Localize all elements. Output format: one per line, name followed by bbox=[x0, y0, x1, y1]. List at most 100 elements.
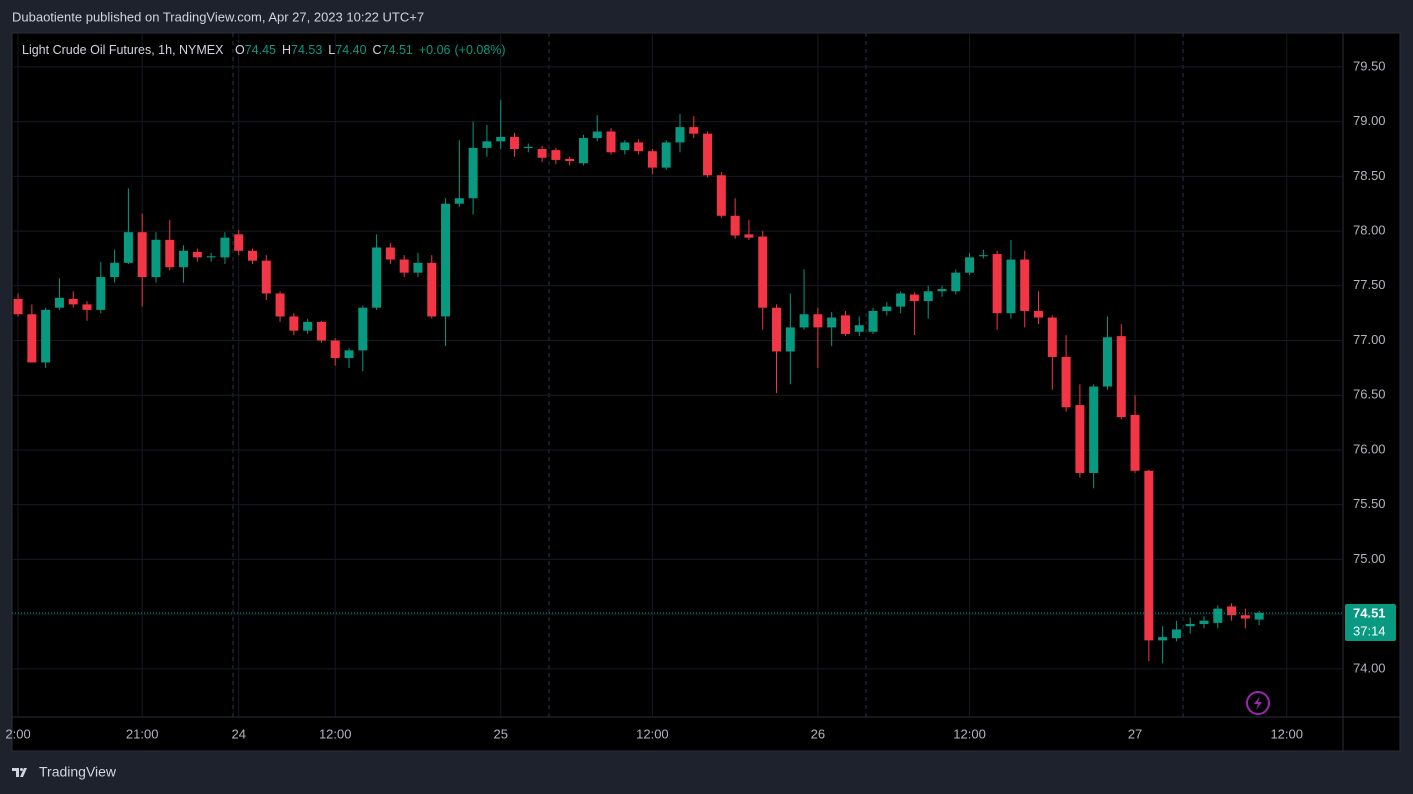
candle-body bbox=[1116, 336, 1126, 418]
candle-body bbox=[330, 340, 340, 359]
candle-body bbox=[123, 232, 133, 263]
candle-body bbox=[978, 255, 988, 257]
candle-body bbox=[179, 250, 189, 268]
candle-body bbox=[165, 239, 175, 268]
countdown: 37:14 bbox=[1353, 623, 1386, 638]
logo-mark bbox=[12, 768, 27, 777]
publisher: Dubaotiente published on TradingView.com… bbox=[12, 9, 424, 24]
legend-prefix: O bbox=[235, 43, 245, 57]
y-tick-label: 77.00 bbox=[1353, 332, 1386, 347]
candle-body bbox=[909, 294, 919, 302]
legend: Light Crude Oil Futures, 1h, NYMEX O74.4… bbox=[22, 43, 506, 57]
logo-text: TradingView bbox=[39, 764, 117, 780]
y-tick-label: 79.00 bbox=[1353, 113, 1386, 128]
candle-body bbox=[206, 256, 216, 258]
alert-icon[interactable] bbox=[1246, 691, 1270, 715]
axes bbox=[12, 33, 1343, 717]
candle-body bbox=[68, 298, 78, 305]
x-tick-label: 27 bbox=[1128, 726, 1142, 741]
candle-body bbox=[27, 314, 37, 363]
legend-value: 74.53 bbox=[291, 43, 322, 57]
candle-body bbox=[96, 277, 106, 310]
candle-body bbox=[303, 321, 313, 331]
x-tick-label: 12:00 bbox=[953, 726, 986, 741]
candle-body bbox=[578, 138, 588, 164]
candle-body bbox=[1171, 629, 1181, 639]
y-tick-label: 75.50 bbox=[1353, 496, 1386, 511]
candle-body bbox=[468, 147, 478, 199]
y-tick-label: 78.50 bbox=[1353, 168, 1386, 183]
candle-body bbox=[882, 306, 892, 311]
candle-body bbox=[247, 250, 257, 261]
candle-body bbox=[854, 325, 864, 332]
candle-body bbox=[454, 198, 464, 204]
x-tick-label: 26 bbox=[811, 726, 825, 741]
legend-value: (+0.08%) bbox=[454, 43, 505, 57]
candle-body bbox=[399, 259, 409, 273]
candle-body bbox=[358, 307, 368, 351]
candle-body bbox=[110, 262, 120, 278]
candle-body bbox=[813, 314, 823, 328]
legend-value: 74.45 bbox=[245, 43, 276, 57]
x-tick-label: 25 bbox=[493, 726, 507, 741]
candle-body bbox=[1199, 620, 1209, 624]
candle-body bbox=[937, 289, 947, 292]
candle-body bbox=[82, 304, 92, 310]
candle-body bbox=[510, 136, 520, 150]
candle-body bbox=[372, 247, 382, 308]
candle-body bbox=[1158, 637, 1168, 641]
last-price-box bbox=[1345, 604, 1396, 642]
candle-body bbox=[758, 236, 768, 308]
session-breaks bbox=[232, 33, 1184, 717]
candle-body bbox=[620, 142, 630, 151]
y-tick-label: 78.00 bbox=[1353, 223, 1386, 238]
symbol: Light Crude Oil Futures, 1h, NYMEX bbox=[22, 43, 224, 57]
candle-body bbox=[1130, 414, 1140, 471]
candle-body bbox=[992, 254, 1002, 314]
candle-body bbox=[592, 131, 602, 139]
candle-body bbox=[840, 315, 850, 334]
candle-body bbox=[41, 309, 51, 363]
candle-body bbox=[234, 234, 244, 251]
candle-body bbox=[730, 215, 740, 236]
candle-body bbox=[1144, 470, 1154, 641]
plot bbox=[13, 99, 1264, 664]
candle-body bbox=[289, 316, 299, 331]
x-tick-label: 12:00 bbox=[636, 726, 669, 741]
candle-body bbox=[344, 350, 354, 359]
candle-body bbox=[1227, 606, 1237, 616]
legend-prefix: L bbox=[328, 43, 335, 57]
x-tick-label: 12:00 bbox=[1270, 726, 1303, 741]
y-tick-label: 74.00 bbox=[1353, 660, 1386, 675]
last-price-label: 74.51 bbox=[1353, 605, 1386, 620]
candle-body bbox=[716, 175, 726, 216]
candle-body bbox=[1047, 317, 1057, 357]
candle-body bbox=[1075, 405, 1085, 473]
candle-body bbox=[441, 203, 451, 317]
candle-body bbox=[496, 136, 506, 142]
candle-body bbox=[799, 314, 809, 328]
candle-body bbox=[1254, 613, 1264, 620]
candle-body bbox=[744, 234, 754, 238]
candle-body bbox=[1102, 337, 1112, 387]
legend-prefix: H bbox=[282, 43, 291, 57]
candle-body bbox=[413, 262, 423, 273]
legend-prefix: +0.06 bbox=[419, 43, 451, 57]
y-tick-label: 77.50 bbox=[1353, 277, 1386, 292]
alert-icon-bolt bbox=[1254, 696, 1262, 710]
candle-body bbox=[703, 133, 713, 176]
candle-body bbox=[523, 146, 533, 148]
candle-body bbox=[951, 272, 961, 292]
candle-body bbox=[427, 262, 437, 317]
legend-prefix: C bbox=[373, 43, 382, 57]
candle-body bbox=[827, 317, 837, 328]
x-tick-label: 12:00 bbox=[319, 726, 352, 741]
candle-body bbox=[1185, 623, 1195, 627]
candle-body bbox=[385, 247, 395, 260]
candle-body bbox=[151, 239, 161, 278]
candle-body bbox=[1061, 356, 1071, 408]
x-tick-label: 2:00 bbox=[5, 726, 30, 741]
candle-body bbox=[675, 127, 685, 143]
candle-body bbox=[689, 127, 699, 134]
candle-body bbox=[261, 260, 271, 294]
